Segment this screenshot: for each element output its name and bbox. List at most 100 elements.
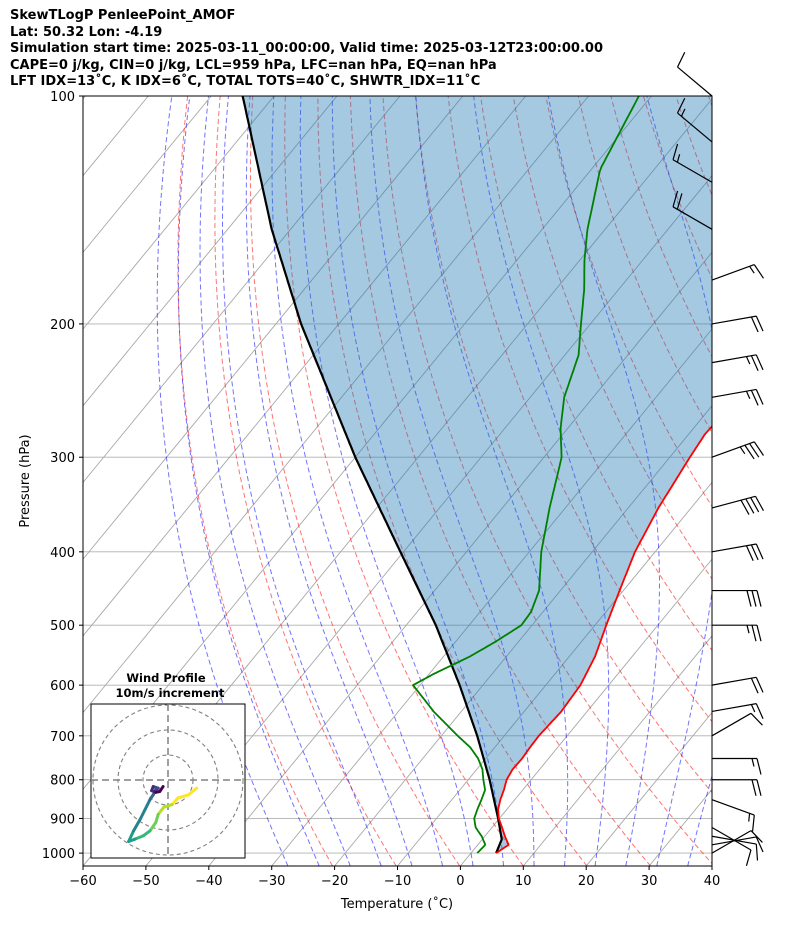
barb-staff	[711, 543, 757, 553]
barb-staff	[711, 264, 755, 281]
hodograph-plot	[91, 704, 245, 858]
hodograph-segment	[148, 821, 158, 833]
barb-flag	[753, 264, 765, 279]
cin-shading	[242, 96, 712, 854]
wind-barb	[712, 779, 762, 796]
isotherm-line	[83, 96, 401, 484]
hodograph-subtitle: 10m/s increment	[116, 686, 225, 700]
isotherm-line	[775, 96, 794, 866]
y-tick-label: 400	[50, 546, 75, 561]
moist-adiabat	[177, 96, 320, 866]
wind-barb	[676, 97, 713, 143]
wind-barb	[711, 826, 752, 866]
isotherm-line	[522, 635, 712, 866]
barb-flag	[753, 441, 765, 456]
moist-adiabat	[331, 96, 504, 866]
x-tick-label: −30	[258, 874, 285, 889]
barb-staff	[711, 676, 757, 686]
barb-staff	[711, 441, 755, 458]
barb-flag	[755, 315, 764, 332]
moist-adiabat	[222, 96, 382, 866]
isotherm-line	[83, 96, 212, 254]
isotherm-line	[208, 251, 712, 866]
wind-barb	[712, 589, 762, 607]
wind-barb	[711, 799, 755, 832]
x-tick-label: 10	[515, 874, 532, 889]
hodograph-segment	[132, 817, 142, 833]
barb-flag	[676, 51, 686, 68]
x-tick-label: −40	[195, 874, 222, 889]
barb-flag	[740, 499, 750, 515]
y-axis-label: Pressure (hPa)	[18, 434, 33, 527]
isotherm-line	[83, 96, 464, 560]
x-tick-label: 30	[641, 874, 658, 889]
barb-flag	[750, 355, 759, 371]
barb-flag	[754, 495, 764, 511]
wind-barb	[711, 703, 764, 719]
y-tick-label: 700	[50, 730, 75, 745]
barb-half-flag	[751, 758, 755, 767]
barb-staff	[711, 495, 756, 509]
indices-line: CAPE=0 j/kg, CIN=0 j/kg, LCL=959 hPa, LF…	[10, 57, 497, 73]
isotherm-line	[711, 865, 712, 866]
barb-flag	[755, 354, 764, 371]
isotherm-line	[271, 328, 712, 866]
hodograph-segment	[176, 793, 190, 800]
barb-staff	[711, 388, 757, 398]
wind-barb	[711, 388, 764, 406]
barb-flag	[751, 814, 755, 832]
isotherm-line	[83, 96, 338, 407]
x-tick-label: −10	[384, 874, 411, 889]
moist-adiabat	[245, 96, 413, 866]
barb-half-flag	[750, 704, 756, 713]
y-tick-label: 100	[50, 90, 75, 105]
hodograph-title: Wind Profile	[126, 671, 206, 685]
y-tick-label: 800	[50, 774, 75, 789]
dry-adiabat	[577, 96, 712, 434]
wind-barb	[711, 712, 763, 737]
barb-staff	[711, 315, 757, 325]
wind-barb	[711, 264, 765, 281]
x-tick-label: 20	[578, 874, 595, 889]
barb-flag	[751, 590, 757, 607]
barb-flag	[755, 543, 764, 560]
wind-barb	[711, 676, 764, 694]
dry-adiabat	[774, 96, 794, 866]
hodograph-segment	[156, 805, 166, 816]
wind-barb	[711, 354, 764, 371]
barb-half-flag	[748, 813, 751, 822]
barb-flag	[756, 590, 762, 607]
y-tick-label: 1000	[42, 847, 75, 862]
y-tick-label: 300	[50, 451, 75, 466]
barb-flag	[751, 625, 757, 642]
dry-adiabat	[708, 96, 712, 108]
isotherm-line	[83, 96, 275, 330]
chart-title: SkewTLogP PenleePoint_AMOF	[10, 8, 236, 23]
barb-flag	[750, 830, 763, 843]
barb-half-flag	[680, 108, 686, 117]
wind-barb	[672, 190, 713, 230]
barb-flag	[750, 316, 759, 333]
barb-flag	[750, 677, 759, 694]
barb-staff	[672, 206, 713, 230]
barb-staff	[711, 826, 752, 851]
barb-flag	[751, 779, 757, 796]
hodograph-segment	[127, 829, 136, 843]
barb-half-flag	[749, 265, 755, 274]
dry-adiabat	[284, 96, 524, 866]
moist-adiabat	[547, 96, 660, 866]
barb-flag	[672, 190, 679, 207]
wind-barb	[711, 495, 764, 515]
dry-adiabat	[447, 96, 712, 723]
isotherm-line	[145, 174, 712, 866]
barb-half-flag	[676, 154, 681, 163]
barb-flag	[756, 625, 762, 642]
isotherm-line	[397, 481, 712, 866]
moist-adiabat	[199, 96, 351, 866]
time-line: Simulation start time: 2025-03-11_00:00:…	[10, 41, 603, 56]
parcel-profile-line	[241, 96, 503, 854]
isotherm-line	[83, 96, 86, 100]
barb-flag	[755, 703, 764, 719]
barb-flag	[672, 143, 679, 160]
